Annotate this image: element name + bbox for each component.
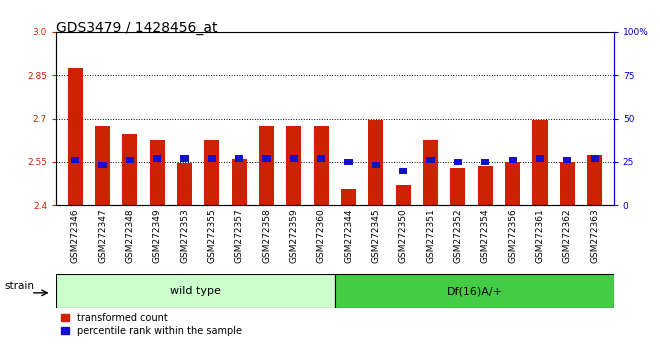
Bar <box>56 274 335 308</box>
Bar <box>259 126 274 205</box>
Bar <box>478 166 493 205</box>
Bar <box>426 157 435 163</box>
Bar <box>150 140 165 205</box>
Bar <box>208 155 216 161</box>
Bar <box>481 159 490 165</box>
Bar <box>71 157 79 163</box>
Bar <box>587 155 602 205</box>
Bar <box>314 126 329 205</box>
Bar <box>399 167 407 174</box>
Legend: transformed count, percentile rank within the sample: transformed count, percentile rank withi… <box>61 313 242 336</box>
Bar <box>368 120 383 205</box>
Bar <box>317 155 325 161</box>
Text: strain: strain <box>5 281 34 291</box>
Bar <box>98 162 107 169</box>
Bar <box>205 140 219 205</box>
Bar <box>505 162 520 205</box>
Text: Df(16)A/+: Df(16)A/+ <box>446 286 502 296</box>
Bar <box>290 155 298 161</box>
Bar <box>235 155 244 161</box>
Bar <box>153 155 162 161</box>
Bar <box>560 162 575 205</box>
Bar <box>341 189 356 205</box>
Bar <box>68 68 82 205</box>
Bar <box>451 168 465 205</box>
Bar <box>286 126 302 205</box>
Bar <box>396 185 411 205</box>
Bar <box>122 135 137 205</box>
Bar <box>536 155 544 161</box>
Bar <box>454 159 462 165</box>
Bar <box>177 164 192 205</box>
Bar <box>180 155 189 161</box>
Bar <box>335 274 614 308</box>
Bar <box>372 162 380 169</box>
Bar <box>533 120 548 205</box>
Text: wild type: wild type <box>170 286 221 296</box>
Bar <box>345 159 352 165</box>
Text: GDS3479 / 1428456_at: GDS3479 / 1428456_at <box>56 21 218 35</box>
Bar <box>563 157 572 163</box>
Bar <box>232 159 247 205</box>
Bar <box>263 155 271 161</box>
Bar <box>126 157 134 163</box>
Bar <box>95 126 110 205</box>
Bar <box>423 140 438 205</box>
Bar <box>508 157 517 163</box>
Bar <box>591 155 599 161</box>
